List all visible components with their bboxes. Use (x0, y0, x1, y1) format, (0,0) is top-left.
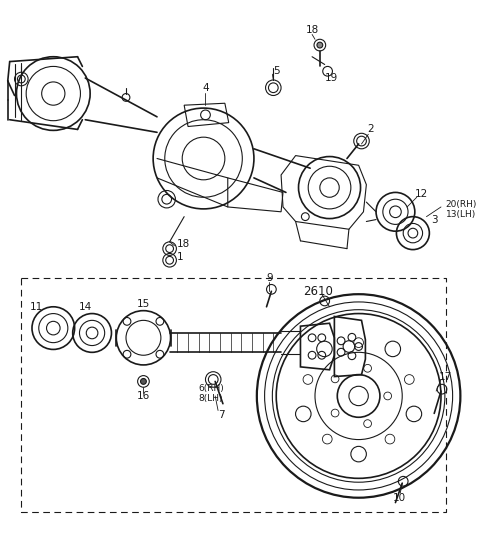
Text: 16: 16 (137, 391, 150, 401)
Text: 15: 15 (137, 299, 150, 309)
Text: 14: 14 (79, 302, 92, 312)
Text: 18: 18 (176, 239, 190, 249)
Text: 5: 5 (273, 66, 279, 76)
Text: 8(LH): 8(LH) (199, 394, 223, 403)
Text: 1: 1 (176, 252, 183, 263)
Text: 4: 4 (202, 83, 209, 93)
Text: 18: 18 (305, 25, 319, 34)
Text: 2: 2 (367, 125, 373, 134)
Text: 13(LH): 13(LH) (446, 210, 476, 219)
Text: 3: 3 (431, 215, 438, 224)
Text: 12: 12 (415, 190, 428, 199)
Text: 7: 7 (217, 410, 224, 420)
Circle shape (141, 379, 146, 384)
Text: 2610: 2610 (303, 285, 333, 298)
Text: 6(RH): 6(RH) (199, 384, 225, 393)
Text: 9: 9 (266, 273, 273, 282)
Text: 10: 10 (393, 493, 406, 503)
Text: 17: 17 (439, 372, 453, 382)
Text: 20(RH): 20(RH) (446, 200, 477, 208)
Text: 19: 19 (325, 73, 338, 83)
Text: 11: 11 (30, 302, 44, 312)
Circle shape (317, 42, 323, 48)
